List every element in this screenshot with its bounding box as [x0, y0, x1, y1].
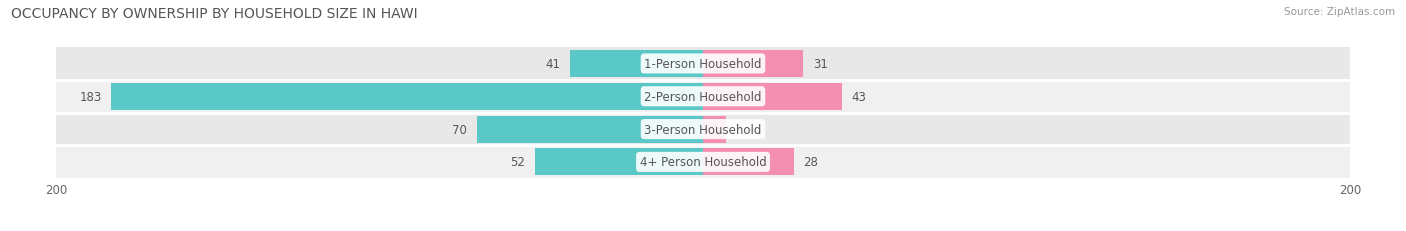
Bar: [534, 149, 703, 176]
Bar: [477, 116, 703, 143]
Bar: [56, 48, 1350, 81]
Bar: [56, 81, 1350, 113]
Bar: [703, 83, 842, 110]
Bar: [571, 51, 703, 78]
Bar: [703, 51, 803, 78]
Text: 70: 70: [453, 123, 467, 136]
Text: 28: 28: [803, 156, 818, 169]
Bar: [56, 146, 1350, 179]
Text: 183: 183: [79, 90, 101, 103]
Text: OCCUPANCY BY OWNERSHIP BY HOUSEHOLD SIZE IN HAWI: OCCUPANCY BY OWNERSHIP BY HOUSEHOLD SIZE…: [11, 7, 418, 21]
Text: Source: ZipAtlas.com: Source: ZipAtlas.com: [1284, 7, 1395, 17]
Bar: [703, 116, 725, 143]
Text: 7: 7: [735, 123, 742, 136]
Text: 3-Person Household: 3-Person Household: [644, 123, 762, 136]
Text: 43: 43: [852, 90, 866, 103]
Text: 2-Person Household: 2-Person Household: [644, 90, 762, 103]
Bar: [703, 149, 793, 176]
Text: 4+ Person Household: 4+ Person Household: [640, 156, 766, 169]
Text: 31: 31: [813, 58, 828, 71]
Text: 52: 52: [510, 156, 526, 169]
Text: 41: 41: [546, 58, 561, 71]
Bar: [56, 113, 1350, 146]
Text: 1-Person Household: 1-Person Household: [644, 58, 762, 71]
Bar: [111, 83, 703, 110]
